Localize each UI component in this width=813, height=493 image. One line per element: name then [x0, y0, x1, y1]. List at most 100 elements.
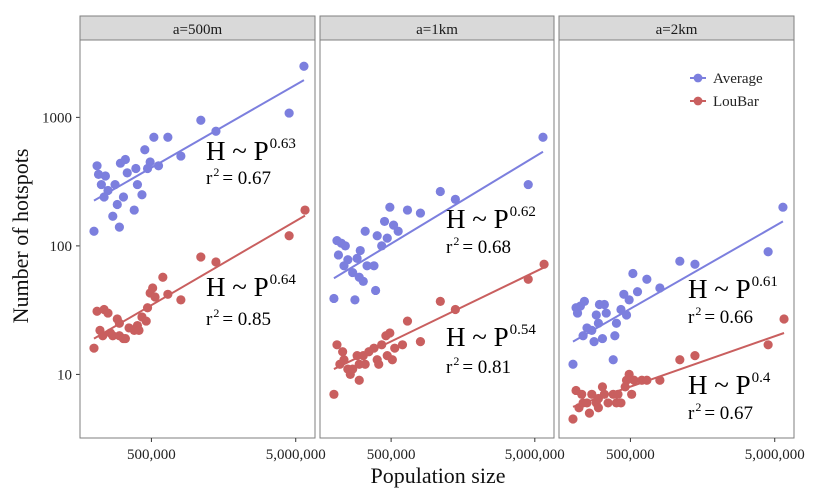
data-point-average: [690, 259, 700, 269]
data-point-average: [149, 132, 159, 142]
x-tick-label: 500,000: [367, 447, 416, 463]
y-tick-label: 100: [50, 239, 73, 255]
data-point-average: [611, 318, 622, 328]
data-point-average: [329, 293, 339, 304]
data-point-average: [145, 157, 155, 167]
data-point-average: [415, 208, 426, 218]
y-axis: 10 100 1000: [42, 110, 80, 383]
x-tick-label: 500,000: [606, 447, 655, 463]
series-average: [329, 132, 548, 305]
data-point-loubar: [629, 375, 639, 385]
data-point-loubar: [597, 382, 608, 392]
data-point-average: [593, 318, 603, 328]
data-point-average: [377, 241, 387, 251]
power-law-equation: H ~ P: [446, 322, 509, 352]
series-loubar: [329, 259, 549, 399]
data-point-average: [578, 331, 588, 341]
data-point-loubar: [568, 414, 578, 424]
r-squared-superscript: 2: [453, 234, 459, 248]
data-point-loubar: [300, 205, 310, 215]
data-point-loubar: [369, 343, 379, 353]
data-point-average: [343, 255, 353, 265]
data-point-loubar: [284, 231, 294, 241]
data-point-loubar: [332, 340, 342, 350]
x-axis-title: Population size: [370, 463, 505, 488]
r-squared-value: = 0.68: [462, 237, 511, 258]
data-point-average: [93, 169, 104, 179]
data-point-loubar: [158, 272, 168, 282]
data-point-loubar: [211, 257, 221, 267]
data-point-average: [137, 190, 147, 200]
power-law-equation: H ~ P: [446, 204, 509, 234]
r-squared-label: r: [446, 357, 453, 378]
data-point-average: [642, 274, 652, 284]
r-squared-value: = 0.85: [222, 309, 271, 330]
data-point-average: [601, 308, 611, 318]
data-point-loubar: [114, 318, 124, 328]
data-point-loubar: [163, 289, 173, 299]
data-point-loubar: [584, 408, 595, 418]
data-point-loubar: [642, 375, 652, 385]
r-squared-label: r: [446, 237, 453, 258]
r-squared-superscript: 2: [695, 304, 701, 318]
data-point-average: [96, 179, 106, 190]
r-squared-value: = 0.66: [704, 307, 753, 328]
data-point-average: [92, 161, 102, 171]
data-point-loubar: [377, 340, 387, 350]
y-tick-label: 10: [57, 367, 72, 383]
data-point-loubar: [134, 325, 144, 335]
power-law-exponent: 0.61: [752, 274, 778, 290]
data-point-loubar: [354, 375, 364, 385]
data-point-average: [163, 132, 173, 142]
power-law-exponent: 0.4: [752, 370, 771, 386]
data-point-average: [89, 226, 99, 236]
data-point-loubar: [196, 252, 206, 262]
facet-strip-label: a=2km: [656, 22, 698, 38]
data-point-average: [385, 202, 395, 212]
data-point-average: [352, 253, 362, 263]
data-point-loubar: [675, 355, 685, 365]
data-point-average: [355, 245, 365, 256]
r-squared-label: r: [206, 168, 213, 189]
data-point-loubar: [616, 398, 626, 408]
data-point-loubar: [176, 295, 186, 305]
data-point-loubar: [374, 359, 384, 369]
x-tick-label: 5,000,000: [266, 447, 326, 463]
data-point-average: [379, 216, 390, 227]
data-point-average: [450, 194, 460, 205]
r-squared-superscript: 2: [213, 306, 219, 320]
data-point-average: [435, 186, 445, 197]
data-point-average: [360, 226, 370, 236]
data-point-average: [393, 226, 403, 236]
data-point-average: [100, 171, 111, 181]
series-loubar: [89, 205, 310, 353]
data-point-loubar: [390, 343, 400, 353]
power-law-equation: H ~ P: [688, 370, 751, 400]
data-point-loubar: [360, 359, 370, 369]
power-law-exponent: 0.54: [510, 322, 537, 338]
data-point-average: [110, 179, 120, 190]
facet-strip: [558, 15, 795, 41]
data-point-average: [610, 331, 620, 341]
data-point-average: [299, 61, 309, 71]
data-point-loubar: [98, 331, 108, 341]
data-point-loubar: [329, 389, 339, 399]
power-law-equation: H ~ P: [688, 274, 751, 304]
data-point-loubar: [402, 316, 413, 326]
r-squared-value: = 0.67: [704, 403, 753, 424]
data-point-average: [597, 333, 608, 344]
data-point-loubar: [587, 389, 597, 399]
data-point-average: [621, 310, 632, 320]
data-point-average: [333, 250, 344, 260]
r-squared-label: r: [206, 309, 213, 330]
fit-line-average: [93, 79, 305, 202]
data-point-loubar: [655, 375, 665, 385]
data-point-average: [572, 308, 583, 318]
data-point-average: [599, 299, 609, 310]
data-point-loubar: [338, 347, 348, 357]
legend-key-point: [693, 96, 703, 106]
facet-strip-label: a=500m: [173, 22, 223, 38]
data-point-loubar: [603, 398, 613, 408]
power-law-equation: H ~ P: [206, 272, 269, 302]
